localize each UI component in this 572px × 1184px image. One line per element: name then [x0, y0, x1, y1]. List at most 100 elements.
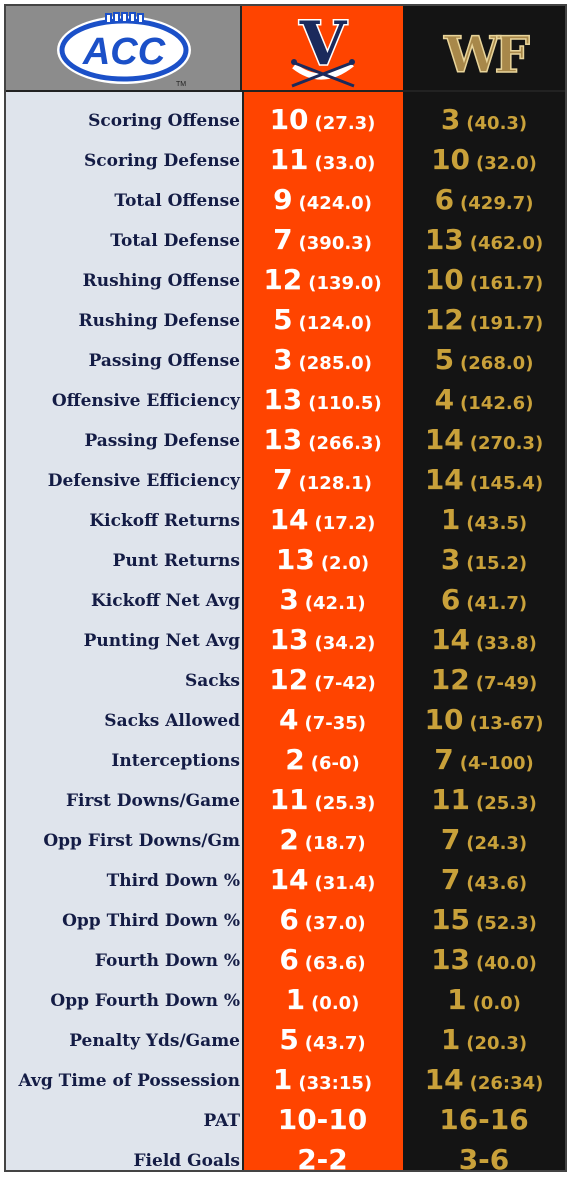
- team-a-logo-cell: V: [242, 6, 403, 92]
- team-a-rank: 6: [279, 943, 299, 976]
- team-b-value: 10 (161.7): [403, 260, 565, 300]
- team-a-value: 11 (33.0): [242, 140, 403, 180]
- table-row: Kickoff Net Avg 3 (42.1) 6 (41.7): [6, 580, 565, 620]
- team-a-value: 5 (43.7): [242, 1020, 403, 1060]
- team-b-stat: (15.2): [466, 553, 528, 574]
- stat-label: Opp Fourth Down %: [50, 991, 240, 1011]
- team-a-rank: 12: [269, 663, 309, 696]
- team-a-stat: (6-0): [310, 753, 360, 774]
- team-b-value: 11 (25.3): [403, 780, 565, 820]
- table-row: Defensive Efficiency 7 (128.1) 14 (145.4): [6, 460, 565, 500]
- team-b-rank: 10: [431, 143, 471, 176]
- team-b-stat: (4-100): [459, 753, 534, 774]
- table-row: Passing Defense 13 (266.3) 14 (270.3): [6, 420, 565, 460]
- team-a-rank: 1: [272, 1063, 293, 1096]
- team-b-value: 6 (429.7): [403, 180, 565, 220]
- team-a-stat: (25.3): [314, 793, 376, 814]
- stat-label: Kickoff Net Avg: [91, 591, 240, 611]
- stat-label: Defensive Efficiency: [47, 471, 240, 491]
- team-a-rank: 5: [279, 1023, 299, 1056]
- team-a-stat: (33:15): [298, 1073, 373, 1094]
- team-a-stat: (110.5): [308, 393, 382, 414]
- team-a-value: 4 (7-35): [242, 700, 403, 740]
- team-a-rank: 13: [263, 383, 303, 416]
- team-a-rank: 11: [269, 783, 309, 816]
- team-a-column: [242, 92, 403, 1170]
- stat-label: Passing Offense: [88, 351, 240, 371]
- team-a-stat: (0.0): [311, 993, 360, 1014]
- team-a-stat: (34.2): [314, 633, 376, 654]
- stat-label: Opp First Downs/Gm: [43, 831, 240, 851]
- table-row: First Downs/Game 11 (25.3) 11 (25.3): [6, 780, 565, 820]
- team-a-rank: 7: [273, 223, 293, 256]
- team-a-stat: (17.2): [314, 513, 376, 534]
- table-row: Third Down % 14 (31.4) 7 (43.6): [6, 860, 565, 900]
- team-b-value: 7 (43.6): [403, 860, 565, 900]
- team-a-logo: V: [291, 8, 355, 88]
- team-b-stat: (40.0): [476, 953, 537, 974]
- team-a-rank: 3: [279, 583, 299, 616]
- team-b-rank: 1: [440, 503, 461, 536]
- team-b-stat: (41.7): [466, 593, 528, 614]
- table-row: Punting Net Avg 13 (34.2) 14 (33.8): [6, 620, 565, 660]
- table-row: Opp Fourth Down % 1 (0.0) 1 (0.0): [6, 980, 565, 1020]
- team-b-stat: (40.3): [466, 113, 528, 134]
- team-a-value: 6 (37.0): [242, 900, 403, 940]
- team-b-logo: WF: [442, 24, 536, 85]
- team-a-stat: (42.1): [304, 593, 366, 614]
- team-b-logo-cell: WF: [403, 6, 565, 92]
- team-a-rank: 2: [279, 823, 299, 856]
- stat-label: Rushing Defense: [78, 311, 240, 331]
- team-a-stat: (27.3): [314, 113, 376, 134]
- stat-label: Penalty Yds/Game: [69, 1031, 240, 1051]
- team-a-rank: 13: [263, 423, 303, 456]
- team-b-rank: 4: [434, 383, 455, 416]
- team-b-rank: 10: [424, 263, 464, 296]
- team-b-stat: (26:34): [469, 1073, 544, 1094]
- team-b-stat: (7-49): [475, 673, 538, 694]
- table-row: Fourth Down % 6 (63.6) 13 (40.0): [6, 940, 565, 980]
- team-b-rank: 7: [440, 823, 461, 856]
- stat-label: Sacks Allowed: [104, 711, 240, 731]
- stat-label: Scoring Offense: [88, 111, 240, 131]
- team-b-stat: (462.0): [469, 233, 544, 254]
- stat-label: Interceptions: [111, 751, 240, 771]
- comparison-table: ACC TM V WF Scoring Offense 10 (27.3) 3 (40.…: [4, 4, 567, 1176]
- team-b-stat: (13-67): [469, 713, 544, 734]
- team-a-rank: 3: [273, 343, 293, 376]
- team-b-value: 7 (4-100): [403, 740, 565, 780]
- team-a-rank: 5: [273, 303, 293, 336]
- table-row: Sacks Allowed 4 (7-35) 10 (13-67): [6, 700, 565, 740]
- team-b-value: 1 (20.3): [403, 1020, 565, 1060]
- stat-label: PAT: [203, 1111, 240, 1131]
- team-b-rank: 6: [434, 183, 455, 216]
- team-a-stat: (18.7): [304, 833, 366, 854]
- team-a-value: 1 (33:15): [242, 1060, 403, 1100]
- team-a-rank: 2-2: [297, 1143, 348, 1176]
- team-b-value: 12 (7-49): [403, 660, 565, 700]
- table-row: Penalty Yds/Game 5 (43.7) 1 (20.3): [6, 1020, 565, 1060]
- team-a-rank: 6: [279, 903, 299, 936]
- team-b-rank: 7: [434, 743, 454, 776]
- team-b-rank: 14: [424, 1063, 464, 1096]
- team-b-stat: (161.7): [469, 273, 544, 294]
- table-row: Field Goals 2-2 3-6: [6, 1140, 565, 1180]
- team-b-value: 6 (41.7): [403, 580, 565, 620]
- team-b-value: 14 (270.3): [403, 420, 565, 460]
- team-b-column: [403, 92, 565, 1170]
- team-b-value: 10 (32.0): [403, 140, 565, 180]
- stat-label: Punting Net Avg: [83, 631, 240, 651]
- team-b-rank: 10: [424, 703, 464, 736]
- table-row: Rushing Defense 5 (124.0) 12 (191.7): [6, 300, 565, 340]
- team-b-rank: 1: [440, 1023, 461, 1056]
- team-b-rank: 14: [424, 463, 464, 496]
- team-b-stat: (270.3): [469, 433, 544, 454]
- team-a-rank: 9: [273, 183, 293, 216]
- team-a-value: 13 (34.2): [242, 620, 403, 660]
- team-b-rank: 3: [440, 543, 461, 576]
- team-a-rank: 4: [279, 703, 299, 736]
- table-row: Total Defense 7 (390.3) 13 (462.0): [6, 220, 565, 260]
- stat-label: Rushing Offense: [82, 271, 240, 291]
- team-b-rank: 13: [431, 943, 471, 976]
- team-b-value: 14 (33.8): [403, 620, 565, 660]
